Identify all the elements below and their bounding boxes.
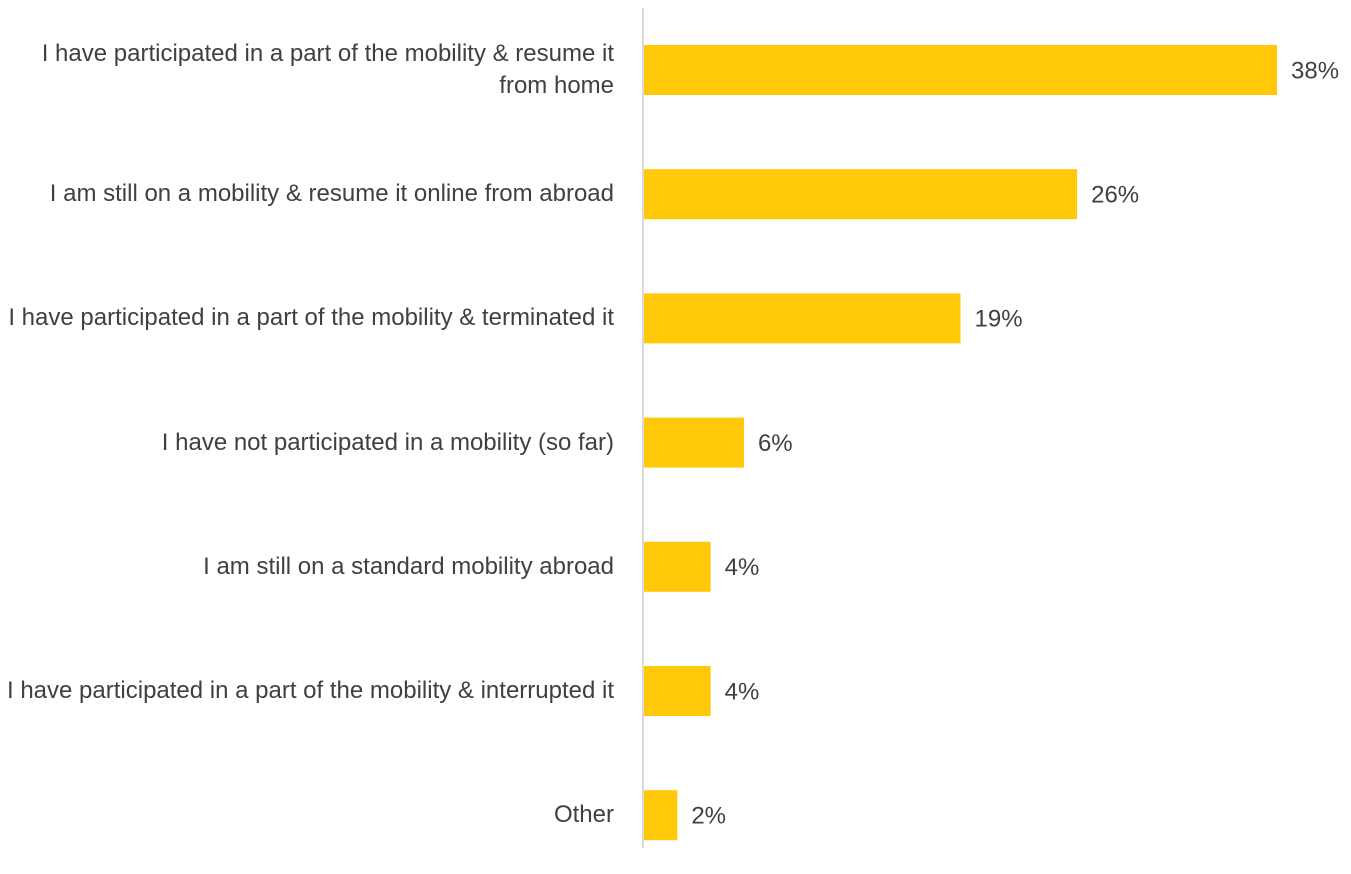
bar — [644, 541, 711, 592]
bar — [644, 666, 711, 716]
value-label: 19% — [975, 306, 1023, 333]
category-label: Other — [553, 801, 614, 829]
value-label: 2% — [691, 803, 726, 830]
category-label: I have participated in a part of the mob… — [41, 40, 614, 99]
bar — [644, 45, 1277, 95]
category-label: I have participated in a part of the mob… — [7, 677, 614, 704]
bar — [644, 790, 678, 841]
category-label: I have participated in a part of the mob… — [8, 304, 614, 332]
value-label: 4% — [725, 678, 760, 705]
bar — [644, 293, 961, 344]
bar — [644, 417, 744, 468]
value-label: 38% — [1291, 57, 1339, 84]
bar — [644, 169, 1078, 220]
category-label: I am still on a mobility & resume it onl… — [49, 180, 614, 208]
category-label: I am still on a standard mobility abroad — [203, 552, 614, 580]
category-label: I have not participated in a mobility (s… — [161, 428, 614, 456]
value-label: 26% — [1091, 182, 1139, 209]
value-label: 6% — [758, 430, 793, 457]
value-label: 4% — [725, 554, 760, 581]
